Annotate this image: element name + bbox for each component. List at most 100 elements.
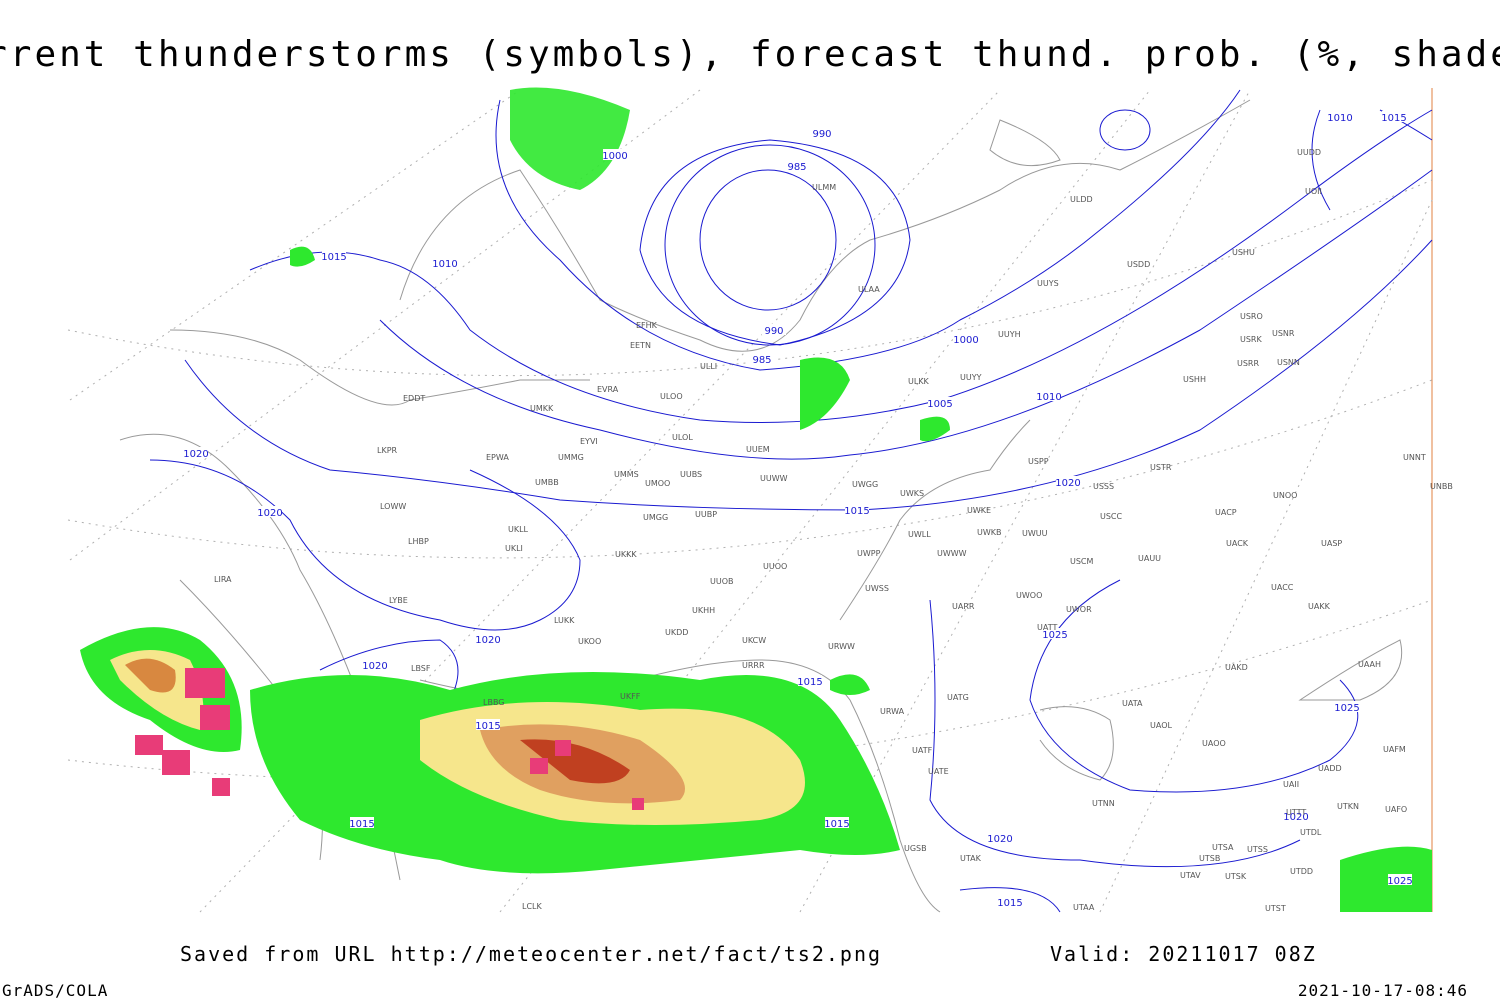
isobar-label-bg: [1284, 810, 1308, 821]
isobar-label-bg: [1388, 874, 1412, 885]
station-label: UUYS: [1037, 279, 1059, 288]
station-label: UAKK: [1308, 602, 1331, 611]
station-label: UWPP: [857, 549, 881, 558]
isobar-label: 1015: [349, 819, 374, 830]
station-label: URWA: [880, 707, 905, 716]
station-label: UWSS: [865, 584, 889, 593]
station-label: UKDD: [665, 628, 688, 637]
station-label: USNN: [1277, 358, 1300, 367]
isobar-label-bg: [1037, 390, 1061, 401]
station-label: LUKK: [554, 616, 575, 625]
station-label: EVRA: [597, 385, 619, 394]
station-label: UKLL: [508, 525, 529, 534]
station-label: UATT: [1037, 623, 1057, 632]
station-label: UACK: [1226, 539, 1249, 548]
isobar-label-bg: [603, 149, 627, 160]
isobar-label-bg: [322, 250, 346, 261]
station-label: UAFM: [1383, 745, 1406, 754]
station-label: UTSB: [1199, 854, 1220, 863]
station-label: URWW: [828, 642, 855, 651]
station-label: USCM: [1070, 557, 1094, 566]
station-label: UAUU: [1138, 554, 1161, 563]
thunderstorm-symbols: [135, 668, 644, 810]
isobar-label: 1020: [987, 834, 1012, 845]
station-label: ULMM: [812, 183, 836, 192]
isobar-label: 985: [752, 355, 771, 366]
station-label: UTAK: [960, 854, 982, 863]
station-label: UACP: [1215, 508, 1237, 517]
station-label: USDD: [1127, 260, 1150, 269]
station-label: UTKN: [1337, 802, 1359, 811]
station-label: USNR: [1272, 329, 1295, 338]
station-label: ULOO: [660, 392, 683, 401]
station-label: UARR: [952, 602, 975, 611]
isobar-label-bg: [762, 324, 786, 335]
station-label: USRR: [1237, 359, 1259, 368]
isobar-label-bg: [954, 333, 978, 344]
station-label: UMKK: [530, 404, 554, 413]
station-label: UKLI: [505, 544, 523, 553]
isobar-label-bg: [1328, 111, 1352, 122]
station-label: UAOO: [1202, 739, 1226, 748]
isobar-label-bg: [350, 817, 374, 828]
station-label: LOWW: [380, 502, 406, 511]
station-label: UTST: [1265, 904, 1286, 913]
station-label: UWWW: [937, 549, 967, 558]
isobar-label: 1025: [1334, 703, 1359, 714]
station-label: EETN: [630, 341, 651, 350]
station-label: UTAV: [1180, 871, 1201, 880]
station-label: UWKB: [977, 528, 1002, 537]
isobar-label: 1020: [257, 508, 282, 519]
station-label: USCC: [1100, 512, 1123, 521]
station-label: LBBG: [483, 698, 505, 707]
station-label: UUYY: [960, 373, 982, 382]
isobar-label: 1015: [997, 898, 1022, 909]
station-label: USSS: [1093, 482, 1114, 491]
isobar-label-bg: [845, 504, 869, 515]
station-label: UWGG: [852, 480, 878, 489]
isobar-label: 1015: [1381, 113, 1406, 124]
station-label: UAFO: [1385, 805, 1407, 814]
station-label: UUOB: [710, 577, 734, 586]
station-label: UAII: [1283, 780, 1299, 789]
station-label: EDDT: [403, 394, 425, 403]
isobar-label-bg: [750, 353, 774, 364]
isobars: [149, 89, 1433, 913]
station-label: UACC: [1271, 583, 1294, 592]
station-label: UTSA: [1212, 843, 1234, 852]
station-label: UMOO: [645, 479, 670, 488]
station-label: UATA: [1122, 699, 1143, 708]
isobar-label: 990: [764, 326, 783, 337]
station-label: LCLK: [522, 902, 543, 911]
station-label: UWKE: [967, 506, 991, 515]
station-label: UKKK: [615, 550, 637, 559]
isobar-label-bg: [258, 506, 282, 517]
isobar-label: 1015: [824, 819, 849, 830]
isobar-label: 1015: [321, 252, 346, 263]
station-label: EPWA: [486, 453, 509, 462]
isobar-label: 1015: [844, 506, 869, 517]
station-label: UUDD: [1297, 148, 1321, 157]
station-label: UTNN: [1092, 799, 1115, 808]
isobar-label-bg: [476, 633, 500, 644]
isobar-label-bg: [825, 817, 849, 828]
isobar-label: 1020: [1055, 478, 1080, 489]
isobar-label: 1020: [183, 449, 208, 460]
isobar-label-bg: [798, 675, 822, 686]
station-label: UWUU: [1022, 529, 1048, 538]
station-label: UUWW: [760, 474, 788, 483]
station-label: UAKD: [1225, 663, 1248, 672]
station-label: UKFF: [620, 692, 641, 701]
isobar-label: 1015: [797, 677, 822, 688]
station-label: UKOO: [578, 637, 601, 646]
isobar-label-bg: [433, 257, 457, 268]
isobar-label: 1000: [953, 335, 978, 346]
station-label: LBSF: [411, 664, 431, 673]
isobar-label: 1025: [1042, 630, 1067, 641]
station-label: UOII: [1305, 187, 1322, 196]
map-area: [67, 87, 1433, 913]
isobar-label: 990: [812, 129, 831, 140]
station-label: USRO: [1240, 312, 1263, 321]
isobar-label-bg: [928, 397, 952, 408]
station-label: UATF: [912, 746, 933, 755]
